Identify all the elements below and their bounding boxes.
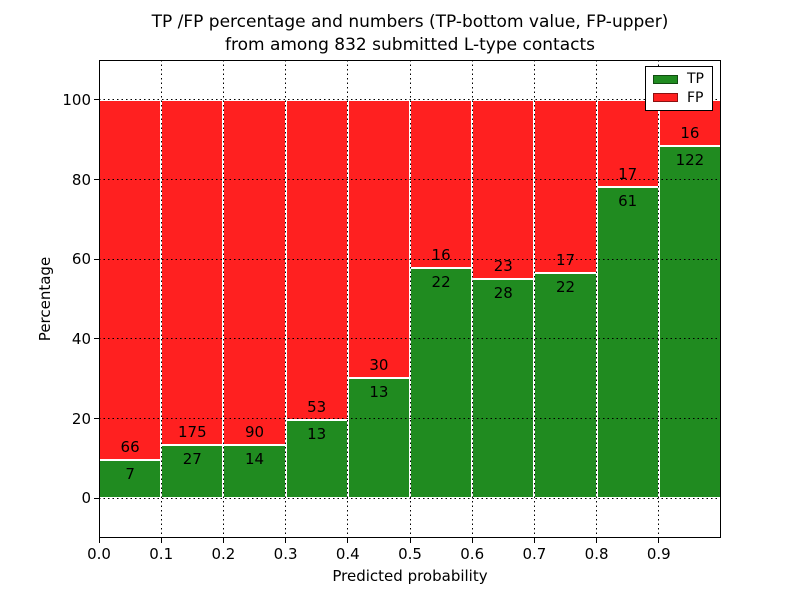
vertical-gridline	[533, 60, 535, 538]
tp-legend-label: TP	[687, 71, 704, 88]
tp-bar-segment	[223, 444, 286, 499]
horizontal-gridline	[99, 418, 721, 419]
fp-legend-label: FP	[687, 89, 704, 106]
legend-item-tp: TP	[653, 72, 705, 86]
fp-count-label: 90	[244, 422, 265, 441]
y-tick-mark	[94, 179, 99, 180]
tp-count-label: 13	[369, 382, 389, 401]
x-tick-label: 0.1	[149, 545, 174, 563]
y-axis-label: Percentage	[36, 256, 54, 342]
bar-labels-layer: 66 7 175 27 90 14 53 13 30 13 16 22 23 28 17 22 17 61 16 12…	[99, 60, 721, 538]
tp-count-label: 14	[244, 449, 265, 468]
fp-legend-swatch	[653, 93, 678, 103]
vertical-gridline	[596, 60, 598, 538]
x-tick-mark	[533, 538, 535, 543]
x-tick-label: 0.4	[335, 545, 360, 563]
tp-count-label: 122	[675, 151, 705, 170]
vertical-gridline	[471, 60, 473, 538]
horizontal-gridline	[99, 497, 721, 499]
tp-count-label: 27	[182, 449, 202, 468]
tp-legend-swatch	[653, 74, 678, 84]
x-tick-mark	[658, 538, 660, 543]
vertical-gridline	[160, 60, 162, 538]
fp-bar-segment	[223, 99, 286, 445]
x-tick-mark	[222, 538, 224, 543]
y-tick-mark	[94, 99, 99, 101]
x-tick-label: 0.6	[460, 545, 485, 563]
chart-title-line1: TP /FP percentage and numbers (TP-bottom…	[151, 12, 669, 32]
tp-bar-segment	[410, 267, 473, 499]
tp-bar-segment	[99, 459, 162, 499]
legend-item-fp: FP	[653, 91, 705, 105]
chart-title: TP /FP percentage and numbers (TP-bottom…	[99, 11, 721, 57]
fp-count-label: 16	[680, 124, 700, 143]
fp-count-label: 17	[618, 164, 638, 183]
fp-count-label: 16	[431, 245, 451, 264]
tp-count-label: 13	[307, 424, 327, 443]
tp-bar-segment	[161, 444, 224, 499]
y-tick-mark	[94, 418, 99, 419]
fp-count-label: 23	[493, 257, 513, 276]
bars-layer	[99, 60, 721, 538]
x-axis-label: Predicted probability	[332, 567, 488, 585]
x-tick-mark	[596, 538, 598, 543]
x-tick-mark	[160, 538, 162, 543]
fp-bar-segment	[161, 99, 224, 445]
y-tick-label: 0	[81, 489, 91, 508]
y-tick-label: 100	[62, 90, 91, 109]
grid-layer	[99, 60, 721, 538]
tp-bar-segment	[534, 273, 597, 499]
x-tick-mark	[347, 538, 349, 543]
vertical-gridline	[409, 60, 411, 538]
y-tick-label: 60	[71, 250, 91, 269]
tp-bar-segment	[347, 377, 410, 499]
y-tick-mark	[94, 258, 99, 260]
y-tick-label: 80	[71, 170, 91, 189]
x-tick-label: 0.2	[211, 545, 236, 563]
fp-count-label: 17	[555, 251, 576, 270]
horizontal-gridline	[99, 179, 721, 180]
fp-count-label: 30	[369, 355, 389, 374]
x-tick-label: 0.0	[87, 545, 111, 563]
vertical-gridline	[222, 60, 224, 538]
fp-bar-segment	[285, 99, 348, 420]
tp-count-label: 28	[493, 284, 513, 303]
x-tick-label: 0.5	[398, 545, 422, 563]
y-tick-label: 20	[71, 409, 91, 428]
vertical-gridline	[658, 60, 660, 538]
horizontal-gridline	[99, 258, 721, 260]
tp-count-label: 22	[555, 278, 576, 297]
y-tick-mark	[94, 338, 99, 340]
tp-bar-segment	[285, 419, 348, 499]
fp-count-label: 53	[307, 397, 327, 416]
fp-count-label: 66	[120, 437, 140, 456]
x-tick-mark	[471, 538, 473, 543]
vertical-gridline	[347, 60, 349, 538]
x-tick-label: 0.7	[522, 545, 547, 563]
tp-count-label: 7	[125, 464, 135, 483]
x-tick-mark	[98, 538, 100, 543]
x-tick-label: 0.8	[584, 545, 609, 563]
y-tick-label: 40	[71, 329, 91, 348]
x-tick-mark	[409, 538, 411, 543]
tp-bar-segment	[658, 146, 721, 499]
tp-count-label: 61	[618, 191, 638, 210]
horizontal-gridline	[99, 99, 721, 101]
tp-bar-segment	[596, 186, 659, 499]
x-tick-label: 0.9	[646, 545, 671, 563]
plot-area: 66 7 175 27 90 14 53 13 30 13 16 22 23 28 17 22 17 61 16 12…	[99, 60, 721, 538]
x-tick-label: 0.3	[273, 545, 298, 563]
fp-count-label: 175	[177, 422, 207, 441]
y-tick-mark	[94, 497, 99, 499]
fp-bar-segment	[410, 99, 473, 268]
fp-bar-segment	[534, 99, 597, 274]
legend: TP FP	[645, 66, 713, 111]
vertical-gridline	[285, 60, 287, 538]
tp-count-label: 22	[431, 272, 451, 291]
chart-title-line2: from among 832 submitted L-type contacts	[224, 35, 595, 55]
x-tick-mark	[285, 538, 287, 543]
fp-bar-segment	[472, 99, 535, 280]
horizontal-gridline	[99, 338, 721, 340]
